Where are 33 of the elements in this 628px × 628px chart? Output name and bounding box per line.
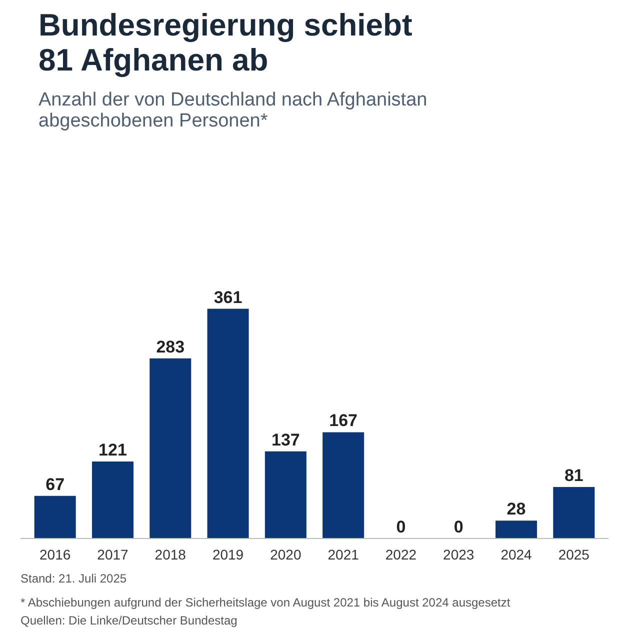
x-tick-label: 2020 [270,546,302,562]
x-tick-label: 2017 [97,546,129,562]
bar [553,486,595,538]
bar [92,462,134,538]
data-label: 283 [156,337,185,356]
x-tick-label: 2022 [385,546,417,562]
x-tick-label: 2025 [558,546,590,562]
text: * Abschiebungen aufgrund der Sicherheitslage von August 2021 bis August 2024 ausgesetzt [20,596,511,610]
text: Stand: 21. Juli 2025 [20,572,127,586]
bar [264,451,306,538]
data-label: 0 [396,518,406,536]
x-tick-label: 2023 [443,546,474,562]
data-label: 137 [271,430,300,450]
x-tick-label: 2018 [154,546,186,562]
data-label: 67 [46,474,65,494]
bar [496,520,538,538]
source-note: Quellen: Die Linke/Deutscher Bundestag [20,614,238,628]
data-label: 361 [214,288,242,307]
data-label: 81 [564,466,584,485]
bar [322,432,364,538]
chart-title: Bundesregierung schiebt 81 Afghanen ab [38,8,412,78]
x-tick-label: 2024 [500,546,532,562]
x-tick-label: 2016 [40,546,71,562]
chart-subtitle: Anzahl der von Deutschland nach Afghanistan abgeschobenen Personen* [38,90,428,132]
x-tick-label: 2021 [328,546,360,562]
bar [34,496,76,538]
data-label: 167 [329,411,358,430]
data-label: 28 [506,500,526,519]
data-label: 0 [454,518,464,536]
x-tick-label: 2019 [212,546,244,562]
data-label: 121 [98,440,127,460]
bar [207,308,249,538]
bar [150,358,192,538]
